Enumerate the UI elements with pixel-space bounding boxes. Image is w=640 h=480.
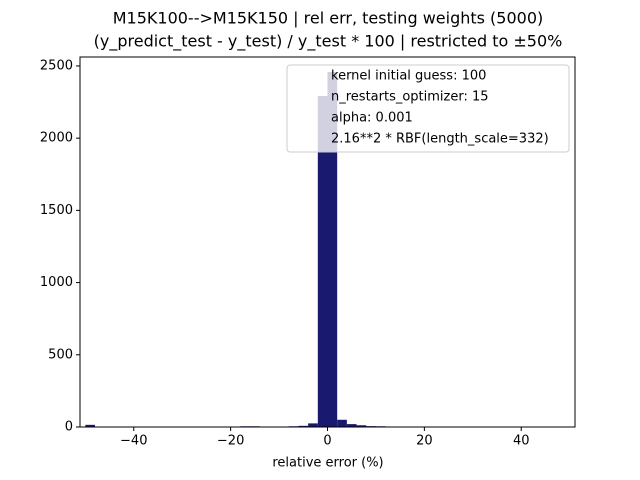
bar xyxy=(317,95,328,427)
y-tick-label: 1500 xyxy=(40,203,73,218)
bar xyxy=(356,425,367,427)
legend-entry: alpha: 0.001 xyxy=(331,111,413,126)
chart-subtitle: (y_predict_test - y_test) / y_test * 100… xyxy=(94,32,563,52)
legend-entry: n_restarts_optimizer: 15 xyxy=(331,90,489,105)
x-tick-label: 40 xyxy=(513,434,530,449)
y-tick-label: 2000 xyxy=(40,131,73,146)
legend-entry: kernel initial guess: 100 xyxy=(331,69,486,84)
x-tick-label: 20 xyxy=(416,434,433,449)
legend: kernel initial guess: 100 n_restarts_opti… xyxy=(286,64,570,153)
bar xyxy=(327,72,338,427)
bar xyxy=(308,423,318,427)
bar xyxy=(85,424,96,427)
bar xyxy=(337,419,347,427)
y-tick-label: 2500 xyxy=(40,58,73,73)
x-tick-label: −40 xyxy=(120,434,147,449)
chart-title: M15K100-->M15K150 | rel err, testing wei… xyxy=(113,9,544,28)
y-tick-label: 1000 xyxy=(40,275,73,290)
legend-box xyxy=(286,64,570,153)
bar xyxy=(346,424,357,427)
bar xyxy=(298,425,309,427)
x-tick-label: −20 xyxy=(217,434,244,449)
x-axis-label: relative error (%) xyxy=(272,456,383,471)
y-tick-label: 500 xyxy=(48,347,73,362)
x-tick-label: 0 xyxy=(323,434,331,449)
y-tick-label: 0 xyxy=(65,420,73,435)
legend-entry: 2.16**2 * RBF(length_scale=332) xyxy=(331,132,549,147)
